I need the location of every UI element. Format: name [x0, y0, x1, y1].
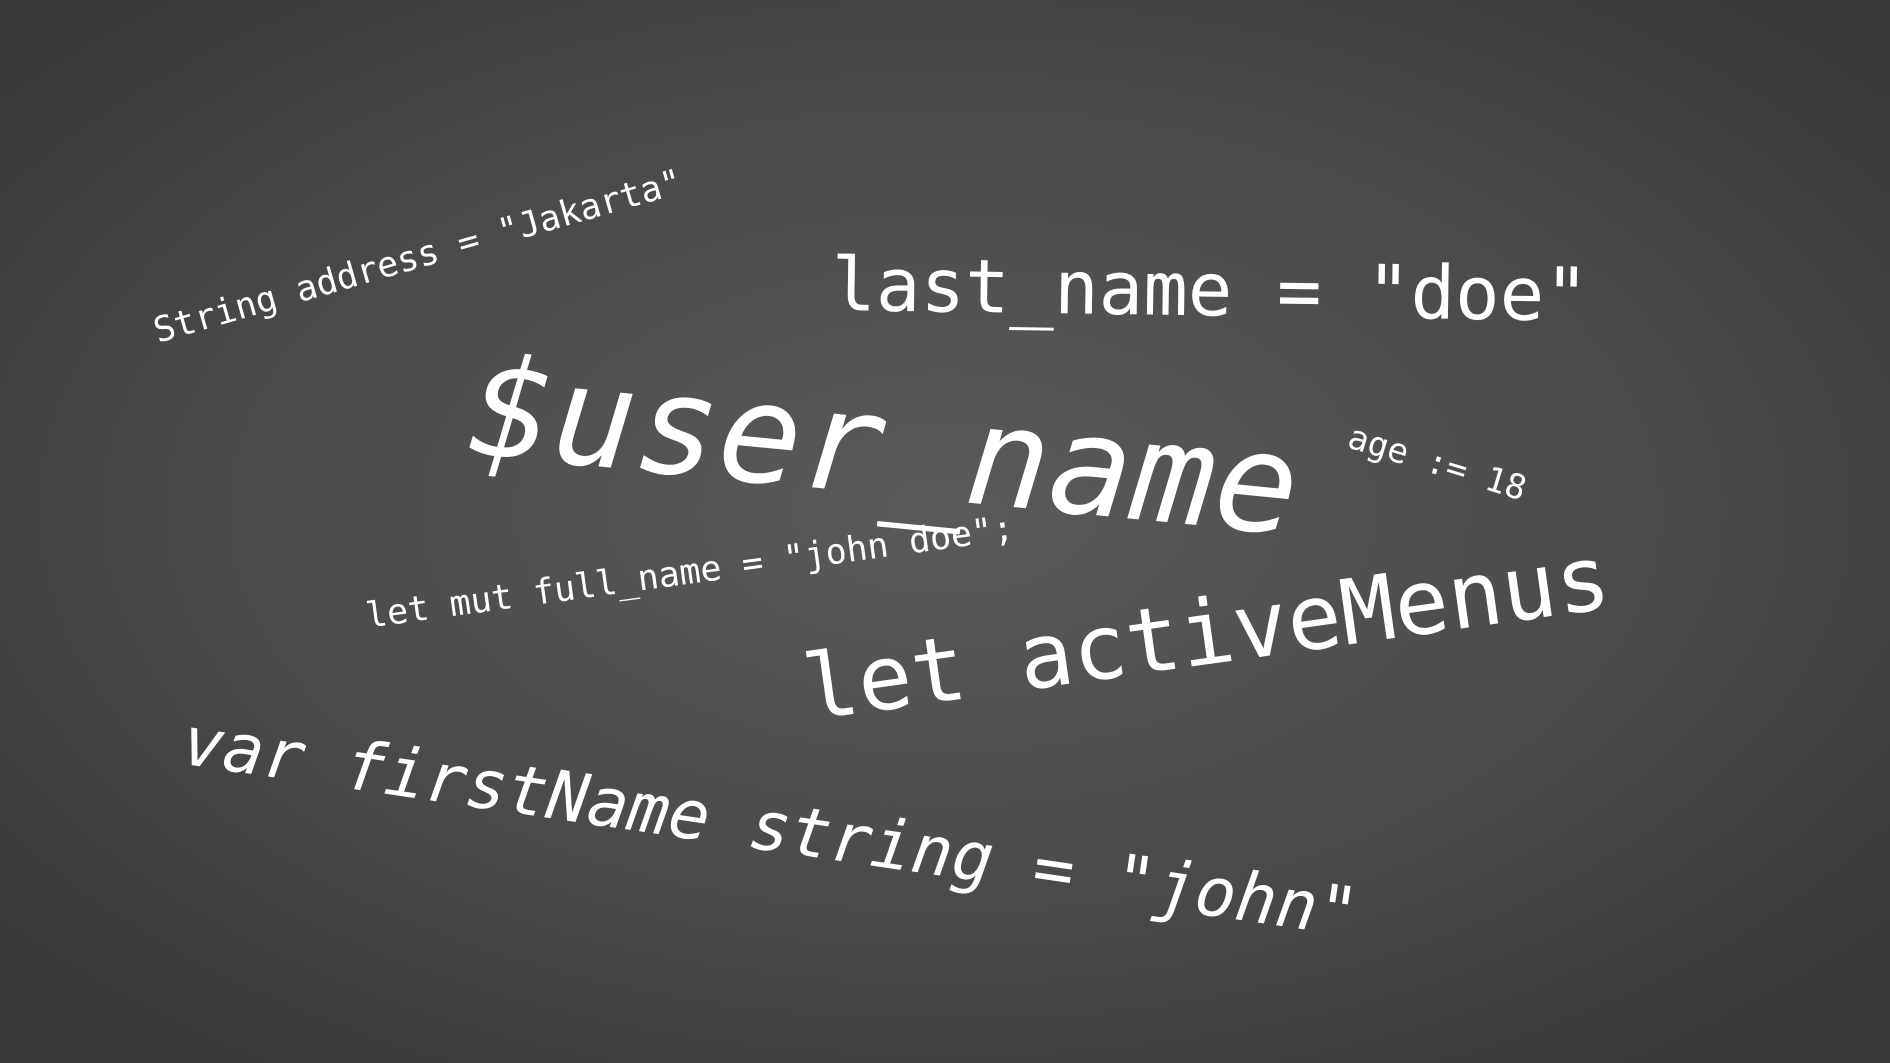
java-address-declaration: String address = "Jakarta" [149, 162, 687, 352]
rust-full-name-declaration: let mut full_name = "john doe"; [363, 508, 1017, 637]
js-active-menus-declaration: let activeMenus [796, 524, 1617, 743]
go-first-name-declaration: var firstName string = "john" [177, 702, 1364, 954]
go-age-declaration: age := 18 [1343, 417, 1532, 510]
php-user-name-variable: $user_name [463, 326, 1307, 568]
python-last-name-declaration: last_name = "doe" [830, 242, 1590, 339]
